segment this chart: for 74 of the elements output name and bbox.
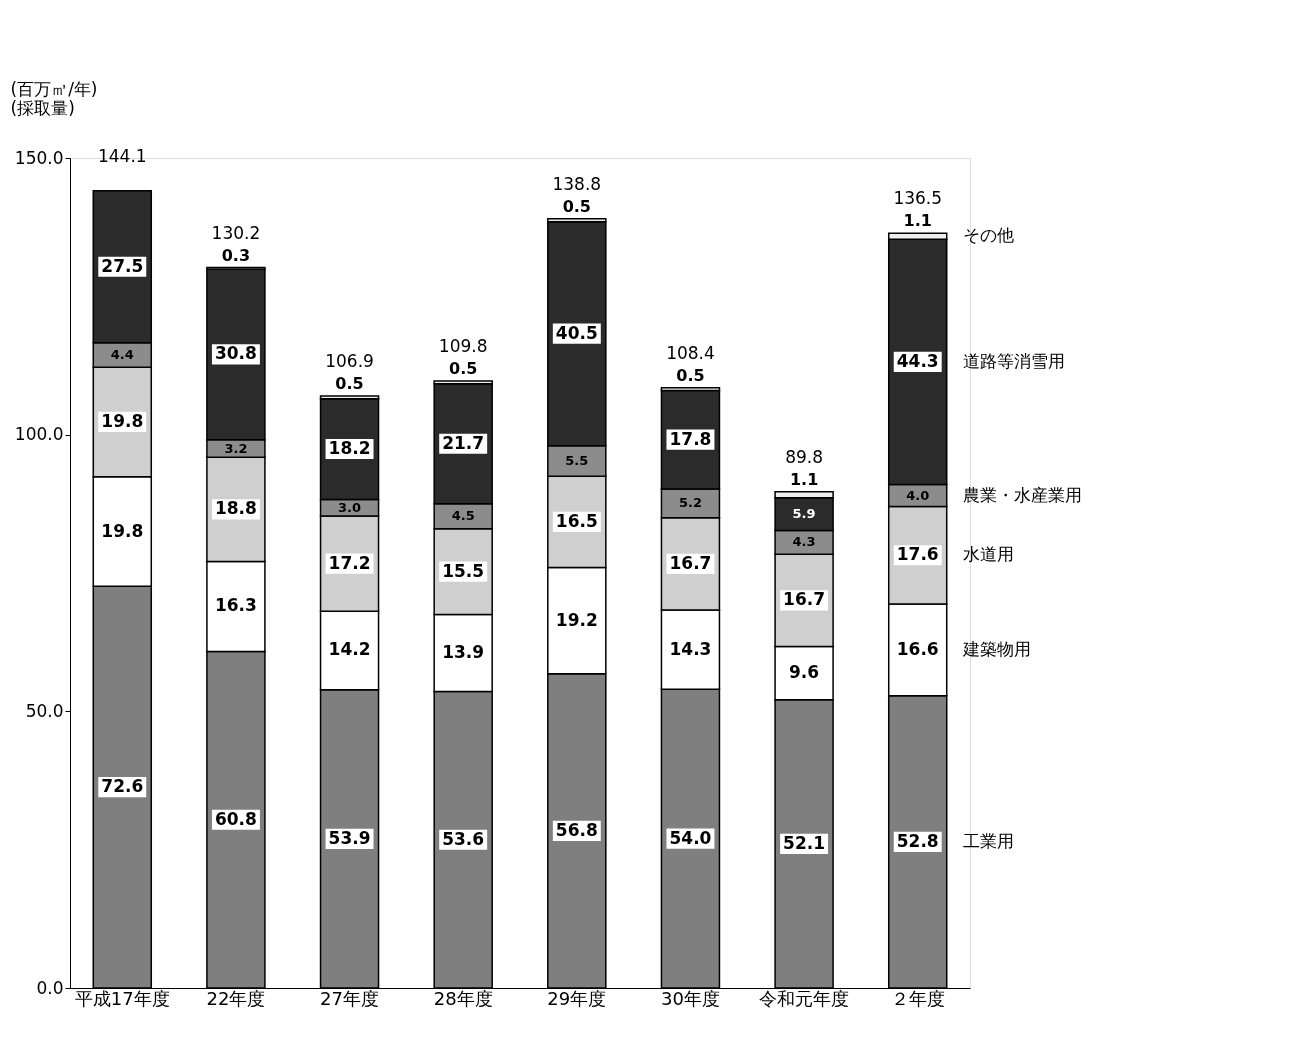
data-label: 1.1	[789, 469, 819, 489]
total-label: 138.8	[552, 173, 602, 194]
data-label: 0.5	[676, 365, 705, 385]
data-label: 60.8	[214, 808, 257, 829]
data-label: 4.4	[110, 346, 134, 362]
series-label: 道路等消雪用	[962, 350, 1065, 371]
data-label: 16.6	[896, 638, 939, 659]
series-label: 農業・水産業用	[962, 484, 1082, 505]
data-label: 5.2	[678, 495, 702, 511]
total-label: 136.5	[893, 188, 943, 209]
data-label: 27.5	[101, 255, 144, 276]
data-label: 30.8	[214, 343, 257, 364]
x-tick-label: 27年度	[320, 987, 379, 1009]
data-label: 44.3	[896, 350, 939, 371]
data-label: 14.3	[669, 638, 712, 659]
total-label: 130.2	[211, 222, 261, 243]
data-label: 3.0	[338, 499, 362, 515]
data-label: 0.5	[562, 196, 591, 216]
data-label: 0.5	[449, 358, 478, 378]
data-label: 4.3	[792, 534, 816, 550]
data-label: 52.1	[783, 832, 826, 853]
total-label: 144.1	[97, 145, 147, 166]
data-label: 18.8	[214, 498, 257, 519]
data-label: 0.5	[335, 373, 364, 393]
data-label: 18.2	[328, 438, 371, 459]
series-label: 工業用	[962, 830, 1014, 851]
data-label: 4.5	[451, 508, 475, 524]
x-tick-label: 平成17年度	[74, 987, 170, 1009]
data-label: 14.2	[328, 639, 371, 660]
y-tick-label: 50.0	[25, 700, 64, 721]
x-tick-label: 29年度	[547, 987, 607, 1009]
x-tick-label: ２年度	[890, 987, 945, 1009]
data-label: 72.6	[101, 776, 144, 797]
series-label: 水道用	[962, 544, 1014, 565]
data-label: 54.0	[669, 827, 712, 848]
data-label: 4.0	[906, 487, 930, 503]
data-label: 53.9	[328, 827, 371, 848]
series-label: その他	[962, 225, 1014, 246]
data-label: 1.1	[903, 211, 932, 231]
data-label: 16.7	[783, 589, 826, 610]
data-label: 13.9	[442, 641, 485, 662]
data-label: 16.3	[214, 595, 257, 616]
total-label: 108.4	[666, 342, 715, 363]
data-label: 16.7	[669, 552, 712, 573]
data-label: 5.5	[565, 452, 589, 468]
total-label: 109.8	[438, 335, 488, 356]
y-tick-label: 0.0	[36, 977, 64, 998]
y-axis-title: (百万㎥/年) (採取量)	[10, 78, 98, 118]
data-label: 19.8	[101, 520, 144, 541]
data-label: 52.8	[896, 830, 939, 851]
data-label: 0.3	[221, 245, 251, 265]
total-label: 106.9	[325, 350, 374, 371]
y-tick-label: 100.0	[14, 424, 64, 445]
data-label: 9.6	[789, 662, 820, 683]
data-label: 56.8	[555, 819, 598, 840]
data-label: 40.5	[555, 322, 598, 343]
data-label: 3.2	[224, 440, 248, 456]
data-label: 17.6	[896, 544, 939, 565]
x-tick-label: 22年度	[206, 987, 266, 1009]
total-label: 89.8	[785, 446, 824, 467]
data-label: 19.2	[555, 609, 598, 630]
x-tick-label: 28年度	[433, 987, 493, 1009]
y-tick-label: 150.0	[14, 147, 64, 168]
data-label: 17.8	[669, 428, 712, 449]
x-tick-label: 30年度	[661, 987, 720, 1009]
data-label: 15.5	[442, 560, 485, 581]
data-label: 17.2	[328, 552, 371, 573]
data-label: 21.7	[442, 432, 485, 453]
series-label: 建築物用	[961, 638, 1031, 659]
data-label: 19.8	[101, 410, 144, 431]
x-tick-label: 令和元年度	[759, 987, 850, 1009]
data-label: 53.6	[442, 828, 485, 849]
data-label: 16.5	[555, 510, 598, 531]
data-label: 5.9	[792, 506, 816, 522]
